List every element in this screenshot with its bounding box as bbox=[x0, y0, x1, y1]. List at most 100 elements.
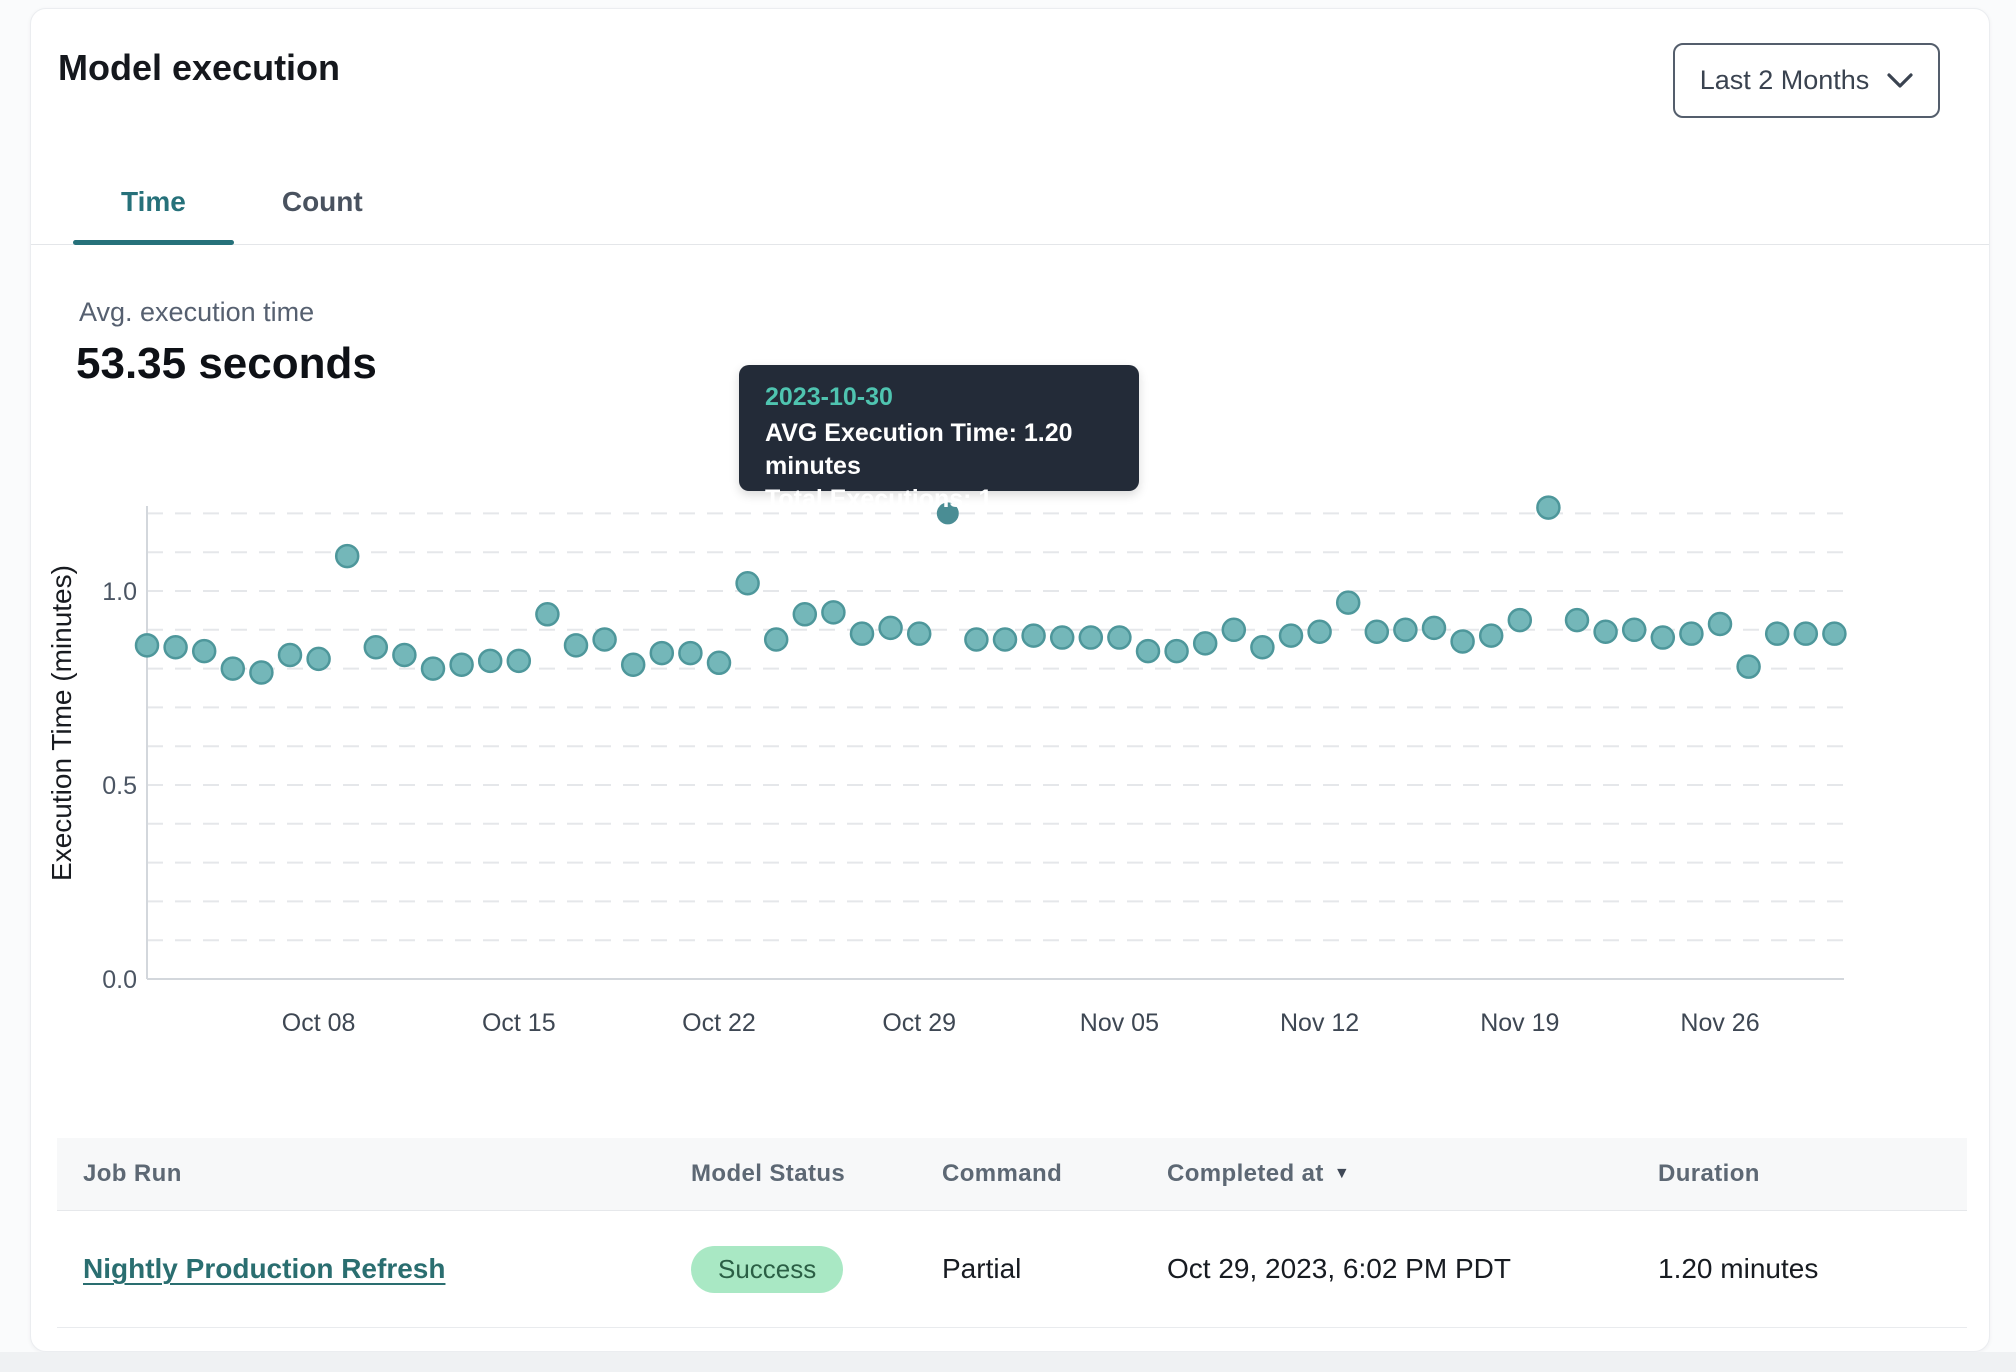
data-point[interactable] bbox=[1250, 635, 1275, 660]
x-tick-label: Oct 22 bbox=[682, 1009, 756, 1037]
tooltip-total-line: Total Executions: 1 bbox=[765, 485, 993, 513]
data-point-hovered[interactable] bbox=[936, 502, 959, 525]
sort-desc-icon: ▼ bbox=[1333, 1165, 1351, 1182]
data-point[interactable] bbox=[1478, 623, 1504, 648]
data-point[interactable] bbox=[1107, 625, 1132, 650]
chevron-down-icon bbox=[1887, 72, 1913, 88]
duration-cell: 1.20 minutes bbox=[1658, 1253, 1819, 1284]
data-point[interactable] bbox=[735, 570, 760, 596]
data-point[interactable] bbox=[363, 635, 389, 660]
data-point[interactable] bbox=[1221, 617, 1247, 643]
data-point[interactable] bbox=[1307, 619, 1332, 644]
date-range-dropdown[interactable]: Last 2 Months bbox=[1673, 43, 1940, 118]
avg-execution-time-label: Avg. execution time bbox=[79, 297, 315, 327]
column-header-model-status[interactable]: Model Status bbox=[691, 1160, 846, 1187]
column-header-duration[interactable]: Duration bbox=[1658, 1160, 1760, 1187]
x-tick-label: Nov 05 bbox=[1080, 1009, 1159, 1037]
data-point[interactable] bbox=[249, 660, 274, 685]
y-tick-label: 0.5 bbox=[102, 772, 137, 800]
data-point[interactable] bbox=[191, 638, 217, 664]
data-point[interactable] bbox=[1507, 607, 1533, 633]
x-tick-label: Nov 26 bbox=[1680, 1009, 1759, 1037]
command-cell: Partial bbox=[942, 1253, 1022, 1284]
data-point[interactable] bbox=[1192, 631, 1218, 656]
x-tick-label: Oct 08 bbox=[282, 1009, 356, 1037]
data-point[interactable] bbox=[477, 648, 503, 674]
data-point[interactable] bbox=[1650, 625, 1676, 650]
data-point[interactable] bbox=[1764, 621, 1790, 646]
column-header-job-run[interactable]: Job Run bbox=[83, 1160, 182, 1187]
data-point[interactable] bbox=[1450, 629, 1475, 654]
column-header-completed-at[interactable]: Completed at ▼ bbox=[1167, 1160, 1351, 1187]
data-point[interactable] bbox=[334, 543, 360, 569]
data-point[interactable] bbox=[449, 652, 474, 677]
data-point[interactable] bbox=[1393, 617, 1418, 643]
data-point[interactable] bbox=[306, 646, 331, 672]
data-point[interactable] bbox=[277, 642, 303, 668]
job-run-link[interactable]: Nightly Production Refresh bbox=[83, 1253, 446, 1284]
data-point[interactable] bbox=[1049, 625, 1075, 650]
data-point[interactable] bbox=[220, 656, 246, 681]
data-point[interactable] bbox=[1278, 623, 1304, 648]
x-tick-label: Nov 19 bbox=[1480, 1009, 1559, 1037]
model-status-badge: Success bbox=[691, 1245, 844, 1293]
data-point[interactable] bbox=[1822, 621, 1847, 646]
data-point[interactable] bbox=[678, 640, 703, 666]
data-point[interactable] bbox=[1078, 625, 1104, 650]
data-point[interactable] bbox=[1135, 638, 1161, 664]
data-point[interactable] bbox=[1679, 621, 1704, 646]
y-tick-label: 0.0 bbox=[102, 966, 137, 994]
data-point[interactable] bbox=[1164, 638, 1189, 664]
data-point[interactable] bbox=[392, 642, 417, 668]
data-point[interactable] bbox=[535, 602, 560, 627]
avg-execution-time-value: 53.35 seconds bbox=[76, 339, 377, 388]
table-row: Nightly Production Refresh Success Parti… bbox=[57, 1211, 1967, 1328]
data-point[interactable] bbox=[649, 640, 675, 666]
data-point[interactable] bbox=[1707, 611, 1733, 637]
chart-region: 0.0 0.5 1.0 Oct 08 Oct 15 Oct 22 Oct 29 Nov 05 N… bbox=[41, 461, 1921, 1091]
tooltip-date: 2023-10-30 bbox=[765, 383, 893, 411]
data-point[interactable] bbox=[964, 627, 989, 652]
data-point[interactable] bbox=[1793, 621, 1819, 646]
data-point[interactable] bbox=[1593, 619, 1618, 644]
data-point[interactable] bbox=[1021, 623, 1046, 648]
data-point[interactable] bbox=[420, 656, 446, 681]
data-point[interactable] bbox=[792, 602, 818, 627]
data-point[interactable] bbox=[1421, 615, 1447, 641]
data-point[interactable] bbox=[163, 635, 188, 660]
jobs-table: Job Run Model Status Command Completed a… bbox=[57, 1138, 1967, 1328]
page-bottom-strip bbox=[0, 1352, 2016, 1372]
data-point[interactable] bbox=[1621, 617, 1647, 643]
y-axis-title: Execution Time (minutes) bbox=[46, 565, 77, 881]
data-point[interactable] bbox=[620, 652, 646, 677]
column-header-command[interactable]: Command bbox=[942, 1160, 1063, 1187]
data-point[interactable] bbox=[821, 600, 846, 625]
x-tick-label: Oct 29 bbox=[882, 1009, 956, 1037]
tab-count[interactable]: Count bbox=[281, 185, 363, 217]
data-point[interactable] bbox=[1335, 590, 1361, 615]
data-point[interactable] bbox=[849, 621, 875, 646]
data-point[interactable] bbox=[506, 648, 532, 674]
data-point[interactable] bbox=[1564, 607, 1590, 633]
data-point[interactable] bbox=[1736, 654, 1761, 679]
data-point[interactable] bbox=[1364, 619, 1390, 644]
data-point[interactable] bbox=[706, 650, 732, 676]
data-point[interactable] bbox=[763, 627, 789, 652]
data-point[interactable] bbox=[134, 633, 160, 658]
table-header-row: Job Run Model Status Command Completed a… bbox=[57, 1138, 1967, 1211]
y-tick-label: 1.0 bbox=[102, 578, 137, 606]
tab-bar: Time Count bbox=[31, 159, 1989, 245]
model-execution-card: Model execution Last 2 Months Time Count… bbox=[30, 8, 1990, 1352]
tab-time[interactable]: Time bbox=[73, 159, 234, 245]
data-point[interactable] bbox=[906, 621, 932, 646]
data-point[interactable] bbox=[592, 627, 617, 652]
data-point[interactable] bbox=[992, 627, 1018, 652]
completed-at-cell: Oct 29, 2023, 6:02 PM PDT bbox=[1167, 1253, 1511, 1284]
chart-tooltip: 2023-10-30 AVG Execution Time: 1.20 minu… bbox=[739, 365, 1139, 513]
execution-scatter-chart: 0.0 0.5 1.0 Oct 08 Oct 15 Oct 22 Oct 29 Nov 05 N… bbox=[46, 495, 1847, 1037]
x-tick-label: Nov 12 bbox=[1280, 1009, 1359, 1037]
page-title: Model execution bbox=[58, 47, 341, 88]
data-point[interactable] bbox=[563, 633, 589, 658]
data-point[interactable] bbox=[1536, 495, 1561, 520]
data-point[interactable] bbox=[878, 615, 903, 641]
